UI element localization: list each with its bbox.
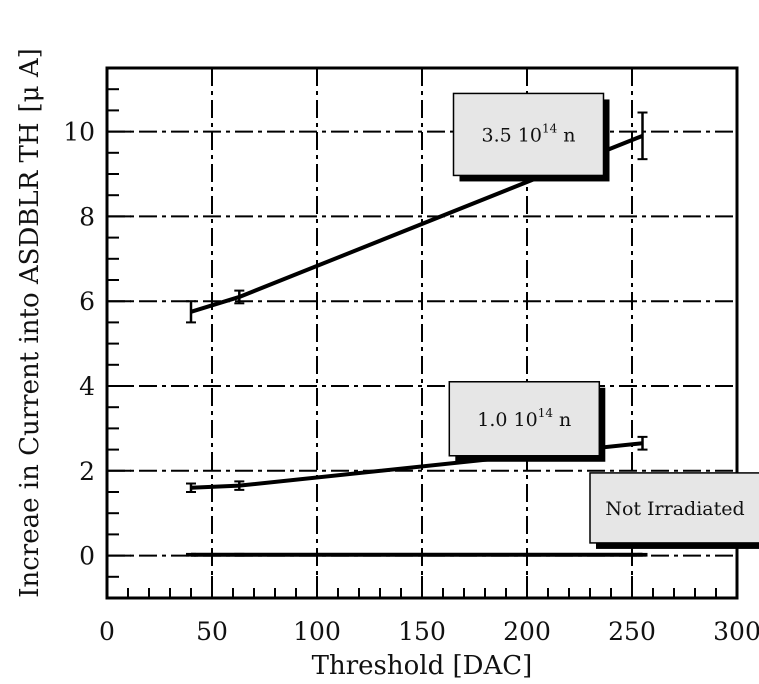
- x-tick-label: 250: [608, 617, 656, 646]
- x-tick-label: 150: [398, 617, 446, 646]
- series-label: 3.5 1014 n: [482, 121, 576, 146]
- y-axis-unit: [μ A]: [15, 48, 45, 112]
- y-tick-label: 6: [79, 287, 95, 316]
- series-label-unit: n: [557, 124, 575, 146]
- x-tick-label: 200: [503, 617, 551, 646]
- x-tick-label: 300: [713, 617, 759, 646]
- y-tick-label: 10: [63, 118, 95, 147]
- label-box: [452, 92, 605, 177]
- series-label-base: 1.0 10: [477, 409, 537, 431]
- label-box: [448, 381, 601, 457]
- y-tick-label: 8: [79, 202, 95, 231]
- series-label-exponent: 14: [542, 121, 558, 135]
- series-label: Not Irradiated: [605, 498, 744, 520]
- x-tick-label: 100: [293, 617, 341, 646]
- series-label-base: 3.5 10: [482, 124, 542, 146]
- label-box: [589, 472, 759, 544]
- x-axis-title: Threshold [DAC]: [312, 651, 533, 681]
- x-tick-label: 0: [99, 617, 115, 646]
- y-tick-label: 0: [79, 542, 95, 571]
- axis-ticks: [106, 88, 738, 599]
- y-tick-labels: 0 2 4 6 8 10: [63, 118, 95, 571]
- y-axis-title-text: Increae in Current into ASDBLR TH: [15, 122, 45, 597]
- x-tick-label: 50: [196, 617, 228, 646]
- series-label-unit: n: [553, 409, 571, 431]
- y-axis-title: Increae in Current into ASDBLR TH [μ A]: [15, 48, 45, 598]
- series-label: 1.0 1014 n: [477, 406, 571, 431]
- x-tick-labels: 0 50 100 150 200 250 300: [99, 617, 759, 646]
- series-label-exponent: 14: [538, 406, 554, 420]
- y-tick-label: 4: [79, 372, 95, 401]
- y-tick-label: 2: [79, 457, 95, 486]
